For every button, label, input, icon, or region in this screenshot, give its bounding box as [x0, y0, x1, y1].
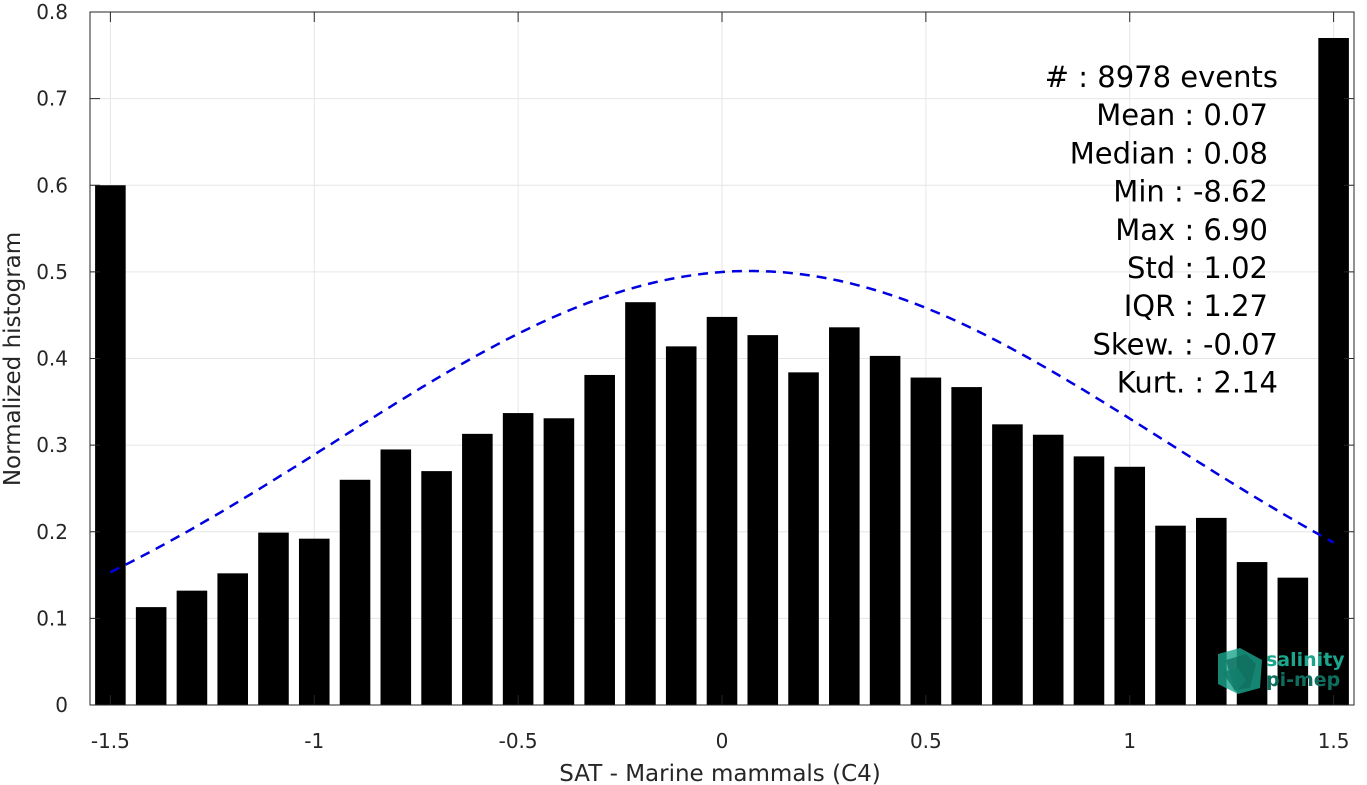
histogram-bar [869, 355, 901, 705]
histogram-bar [176, 590, 208, 705]
histogram-bar [217, 573, 248, 705]
histogram-bar [992, 424, 1023, 705]
histogram-bar [1032, 434, 1064, 705]
histogram-bar [625, 302, 656, 705]
histogram-bar [1155, 525, 1186, 705]
histogram-bar [910, 377, 942, 705]
logo-line-1: salinity [1266, 649, 1345, 671]
histogram-bar [462, 433, 493, 705]
x-tick-label: -1.5 [91, 729, 130, 753]
y-tick-label: 0.4 [36, 347, 68, 371]
stats-line: Mean : 0.07 [1096, 98, 1268, 132]
histogram-bar [1114, 466, 1146, 705]
stats-line: # : 8978 events [1045, 60, 1278, 94]
histogram-bar [747, 335, 779, 705]
y-tick-labels: 0 0.1 0.2 0.3 0.4 0.5 0.6 0.7 0.8 [36, 0, 68, 717]
x-tick-label: 0 [716, 729, 729, 753]
histogram-bar [1318, 37, 1349, 706]
gaussian-fit-curve [109, 269, 1335, 574]
histogram-bar [95, 185, 126, 705]
logo-line-2: pi-mep [1266, 669, 1340, 691]
histogram-bar [421, 471, 452, 705]
stats-line: Std : 1.02 [1127, 251, 1268, 285]
x-tick-label: -0.5 [499, 729, 538, 753]
histogram-bar [543, 418, 575, 705]
histogram-bars [95, 37, 1349, 706]
histogram-bar [298, 538, 330, 705]
y-axis-label: Normalized histogram [0, 232, 26, 486]
axes-box [89, 11, 1355, 706]
x-tick-label: 1.5 [1318, 729, 1350, 753]
x-tick-label: -1 [304, 729, 324, 753]
histogram-bar [258, 532, 289, 705]
histogram-bar [829, 327, 860, 705]
x-tick-labels: -1.5 -1 -0.5 0 0.5 1 1.5 [91, 729, 1350, 753]
histogram-bar [584, 374, 615, 705]
histogram-bar [788, 372, 819, 705]
histogram-bar [706, 316, 738, 705]
stats-line: IQR : 1.27 [1124, 289, 1268, 323]
stats-line: Skew. : -0.07 [1092, 327, 1278, 361]
histogram-bar [1277, 577, 1309, 705]
stats-line: Min : -8.62 [1113, 175, 1268, 209]
y-tick-label: 0.2 [36, 520, 68, 544]
histogram-bar [380, 449, 412, 705]
y-tick-label: 0.5 [36, 260, 68, 284]
y-tick-label: 0.7 [36, 87, 68, 111]
histogram-bar [135, 607, 167, 705]
salinity-logo: salinity pi-mep [1218, 648, 1345, 694]
logo-icon [1218, 648, 1262, 694]
fit-curve-line [109, 269, 1335, 574]
stats-box: # : 8978 events Mean : 0.07 Median : 0.08 M… [1045, 60, 1278, 400]
stats-line: Max : 6.90 [1115, 213, 1268, 247]
x-tick-label: 0.5 [910, 729, 942, 753]
stats-line: Kurt. : 2.14 [1117, 366, 1278, 400]
stats-line: Median : 0.08 [1070, 136, 1268, 170]
histogram-bar [951, 387, 982, 705]
y-tick-label: 0.8 [36, 0, 68, 24]
x-axis-label: SAT - Marine mammals (C4) [559, 761, 881, 785]
y-tick-label: 0.1 [36, 606, 68, 630]
y-tick-label: 0.3 [36, 433, 68, 457]
histogram-bar [502, 413, 534, 705]
histogram-bar [339, 479, 371, 705]
y-tick-label: 0.6 [36, 173, 68, 197]
x-tick-label: 1 [1123, 729, 1136, 753]
histogram-bar [1073, 456, 1105, 705]
histogram-bar [665, 346, 697, 705]
y-tick-label: 0 [55, 693, 68, 717]
